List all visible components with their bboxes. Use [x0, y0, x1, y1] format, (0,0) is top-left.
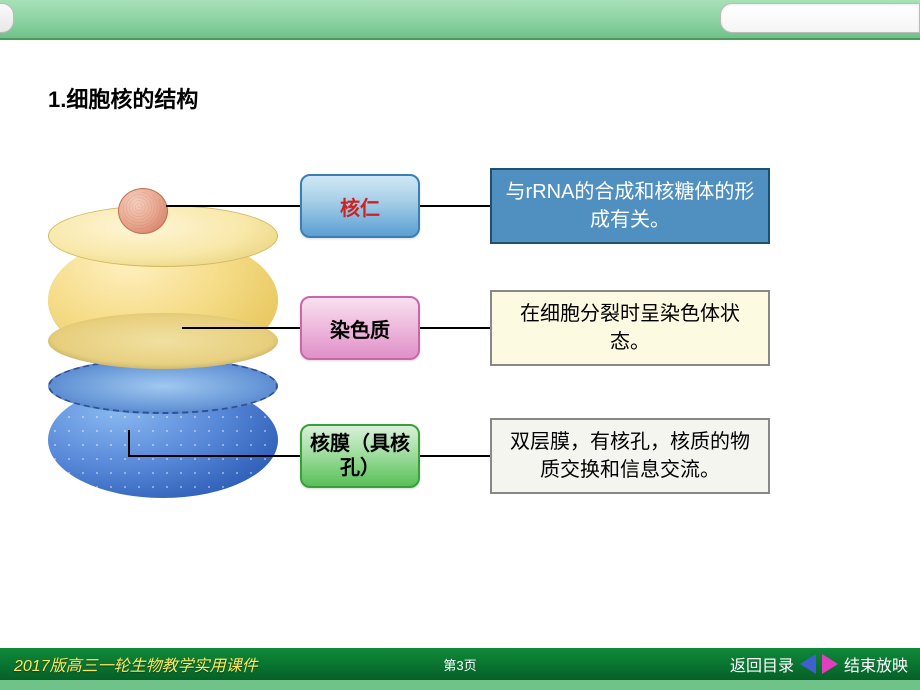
label-nucleolus: 核仁: [300, 174, 420, 238]
connector-row3-gap: [420, 455, 490, 457]
title-bar: [0, 0, 920, 40]
nucleus-upper-half: [48, 205, 278, 365]
titlebar-left-cap: [0, 3, 14, 33]
connector-nucleolus: [166, 205, 300, 207]
desc-chromatin: 在细胞分裂时呈染色体状态。: [490, 290, 770, 366]
titlebar-search-pill: [720, 3, 920, 33]
connector-row1-gap: [420, 205, 490, 207]
slide-heading: 1.细胞核的结构: [48, 82, 198, 114]
footer-accent-bar: [0, 680, 920, 690]
connector-membrane-v: [128, 430, 130, 455]
desc-chromatin-text: 在细胞分裂时呈染色体状态。: [502, 300, 758, 356]
nucleolus-shape: [118, 188, 168, 234]
desc-membrane-text: 双层膜，有核孔，核质的物质交换和信息交流。: [502, 428, 758, 484]
nuclear-envelope-lower-half: [48, 358, 278, 498]
label-chromatin: 染色质: [300, 296, 420, 360]
connector-membrane: [128, 455, 300, 457]
desc-membrane: 双层膜，有核孔，核质的物质交换和信息交流。: [490, 418, 770, 494]
connector-chromatin: [182, 327, 300, 329]
toc-button[interactable]: 返回目录: [730, 652, 794, 676]
desc-nucleolus: 与rRNA的合成和核糖体的形成有关。: [490, 168, 770, 244]
footer-controls: 返回目录 结束放映: [730, 652, 908, 676]
label-chromatin-text: 染色质: [330, 314, 390, 343]
end-show-button[interactable]: 结束放映: [844, 652, 908, 676]
next-slide-icon[interactable]: [822, 654, 838, 674]
footer-page-number: 第3页: [443, 655, 476, 674]
footer-bar: 2017版高三一轮生物教学实用课件 第3页 返回目录 结束放映: [0, 648, 920, 680]
desc-nucleolus-text: 与rRNA的合成和核糖体的形成有关。: [502, 178, 758, 234]
footer-title: 2017版高三一轮生物教学实用课件: [14, 652, 258, 676]
label-membrane: 核膜（具核孔）: [300, 424, 420, 488]
label-membrane-text: 核膜（具核孔）: [302, 432, 418, 480]
prev-slide-icon[interactable]: [800, 654, 816, 674]
connector-row2-gap: [420, 327, 490, 329]
label-nucleolus-text: 核仁: [340, 192, 380, 221]
